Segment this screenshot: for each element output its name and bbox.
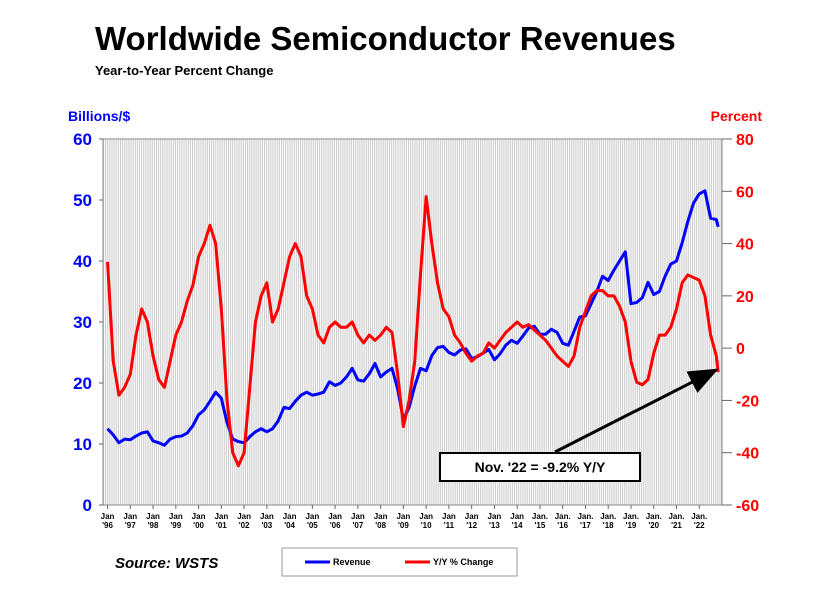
y2-tick-label: -20 <box>736 393 759 410</box>
x-tick-label: Jan '97 <box>123 512 137 530</box>
y-tick-label: 40 <box>73 252 92 271</box>
plot-area <box>102 138 723 506</box>
y-tick-label: 60 <box>73 130 92 149</box>
x-tick-label: Jan '99 <box>169 512 183 530</box>
x-tick-label: Jan '12 <box>465 512 479 530</box>
source: Source: WSTS <box>115 555 218 572</box>
x-tick-label: Jan '04 <box>283 512 297 530</box>
x-tick-label: Jan '13 <box>488 512 502 530</box>
chart-title: Worldwide Semiconductor Revenues <box>95 20 676 57</box>
x-tick-label: Jan '14 <box>510 512 524 530</box>
x-tick-label: Jan '02 <box>237 512 251 530</box>
annotation-arrow <box>554 368 719 454</box>
x-tick-label: Jan. '16 <box>555 512 571 530</box>
y-tick-label: 20 <box>73 374 92 393</box>
x-tick-label: Jan '10 <box>419 512 433 530</box>
x-tick-label: Jan '98 <box>146 512 160 530</box>
y2-axis-label: Percent <box>711 108 763 124</box>
annotation-box <box>439 452 641 482</box>
y2-tick-label: 60 <box>736 184 754 201</box>
y2-tick-label: 0 <box>736 341 745 358</box>
x-tick-label: Jan '03 <box>260 512 274 530</box>
x-tick-label: Jan '07 <box>351 512 365 530</box>
x-tick-label: Jan '08 <box>374 512 388 530</box>
y-tick-label: 0 <box>83 496 92 515</box>
y-tick-label: 50 <box>73 191 92 210</box>
y2-tick-label: 40 <box>736 237 754 254</box>
x-tick-label: Jan. '19 <box>623 512 639 530</box>
chart-subtitle: Year-to-Year Percent Change <box>95 63 273 78</box>
x-tick-label: Jan. '17 <box>577 512 593 530</box>
y-tick-label: 10 <box>73 435 92 454</box>
y2-tick-label: -60 <box>736 498 759 515</box>
y2-tick-label: 20 <box>736 289 754 306</box>
legend-label: Revenue <box>333 557 371 567</box>
x-tick-label: Jan '01 <box>214 512 228 530</box>
x-tick-label: Jan '96 <box>101 512 115 530</box>
x-tick-label: Jan '00 <box>192 512 206 530</box>
annotation: Nov. '22 = -9.2% Y/Y <box>475 459 606 475</box>
x-tick-label: Jan. '21 <box>668 512 684 530</box>
x-tick-label: Jan. '15 <box>532 512 548 530</box>
y2-tick-label: -40 <box>736 446 759 463</box>
x-tick-label: Jan '06 <box>328 512 342 530</box>
series-line <box>106 189 720 447</box>
x-tick-label: Jan '09 <box>396 512 410 530</box>
x-tick-label: Jan. '20 <box>646 512 662 530</box>
x-tick-label: Jan '05 <box>305 512 319 530</box>
y-tick-label: 30 <box>73 313 92 332</box>
y2-tick-label: 80 <box>736 132 754 149</box>
x-tick-label: Jan. '18 <box>600 512 616 530</box>
y-axis-label: Billions/$ <box>68 108 130 124</box>
legend-label: Y/Y % Change <box>433 557 493 567</box>
x-tick-label: Jan '11 <box>442 512 456 530</box>
x-tick-label: Jan. '22 <box>691 512 707 530</box>
series-line <box>106 195 720 468</box>
